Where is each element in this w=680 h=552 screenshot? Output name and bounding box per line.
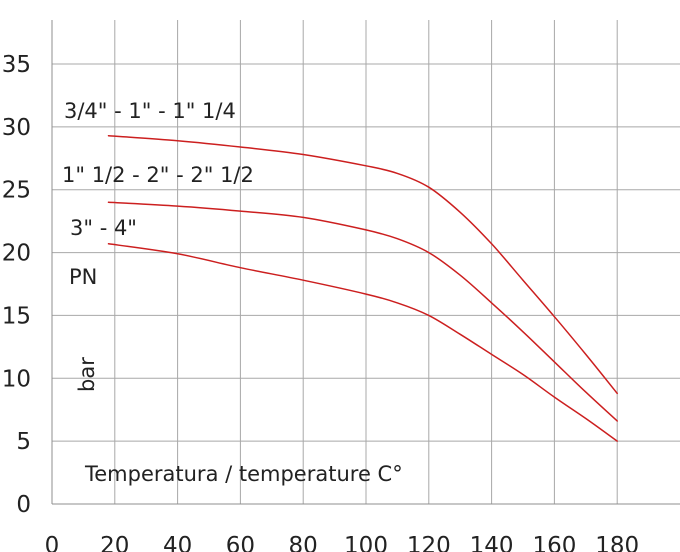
series-label-1-1-2-to-2-1-2: 1" 1/2 - 2" - 2" 1/2 [62,163,254,187]
x-tick-label-160: 160 [532,533,576,552]
y-tick-label-0: 0 [16,492,31,518]
x-tick-label-40: 40 [163,533,192,552]
x-tick-label-120: 120 [407,533,451,552]
y-tick-label-35: 35 [2,52,31,78]
series-line-2 [107,201,618,422]
y-tick-label-30: 30 [2,115,31,141]
tick-labels: 0 20 40 60 80 100 120 140 160 180 0 5 10 15 20 25 30 35 [2,52,639,552]
x-tick-label-20: 20 [100,533,129,552]
pn-label: PN [69,265,97,289]
series-line-1 [107,134,618,395]
series-label-3-4-to-1-1-4: 3/4" - 1" - 1" 1/4 [64,99,236,123]
y-tick-label-25: 25 [2,178,31,204]
grid [52,20,680,504]
x-axis-label: Temperatura / temperature C° [84,462,403,486]
y-tick-label-15: 15 [2,303,31,329]
x-tick-label-80: 80 [289,533,318,552]
series-label-3-to-4: 3" - 4" [70,216,137,240]
series-line-3 [107,243,618,442]
x-tick-label-0: 0 [45,533,60,552]
x-tick-label-60: 60 [226,533,255,552]
y-tick-label-5: 5 [16,429,31,455]
series-lines [107,134,618,442]
axes [51,20,680,505]
x-tick-label-140: 140 [470,533,514,552]
y-axis-label: bar [75,357,99,392]
x-tick-label-100: 100 [344,533,388,552]
y-tick-label-20: 20 [2,241,31,267]
x-tick-label-180: 180 [595,533,639,552]
y-tick-label-10: 10 [2,366,31,392]
